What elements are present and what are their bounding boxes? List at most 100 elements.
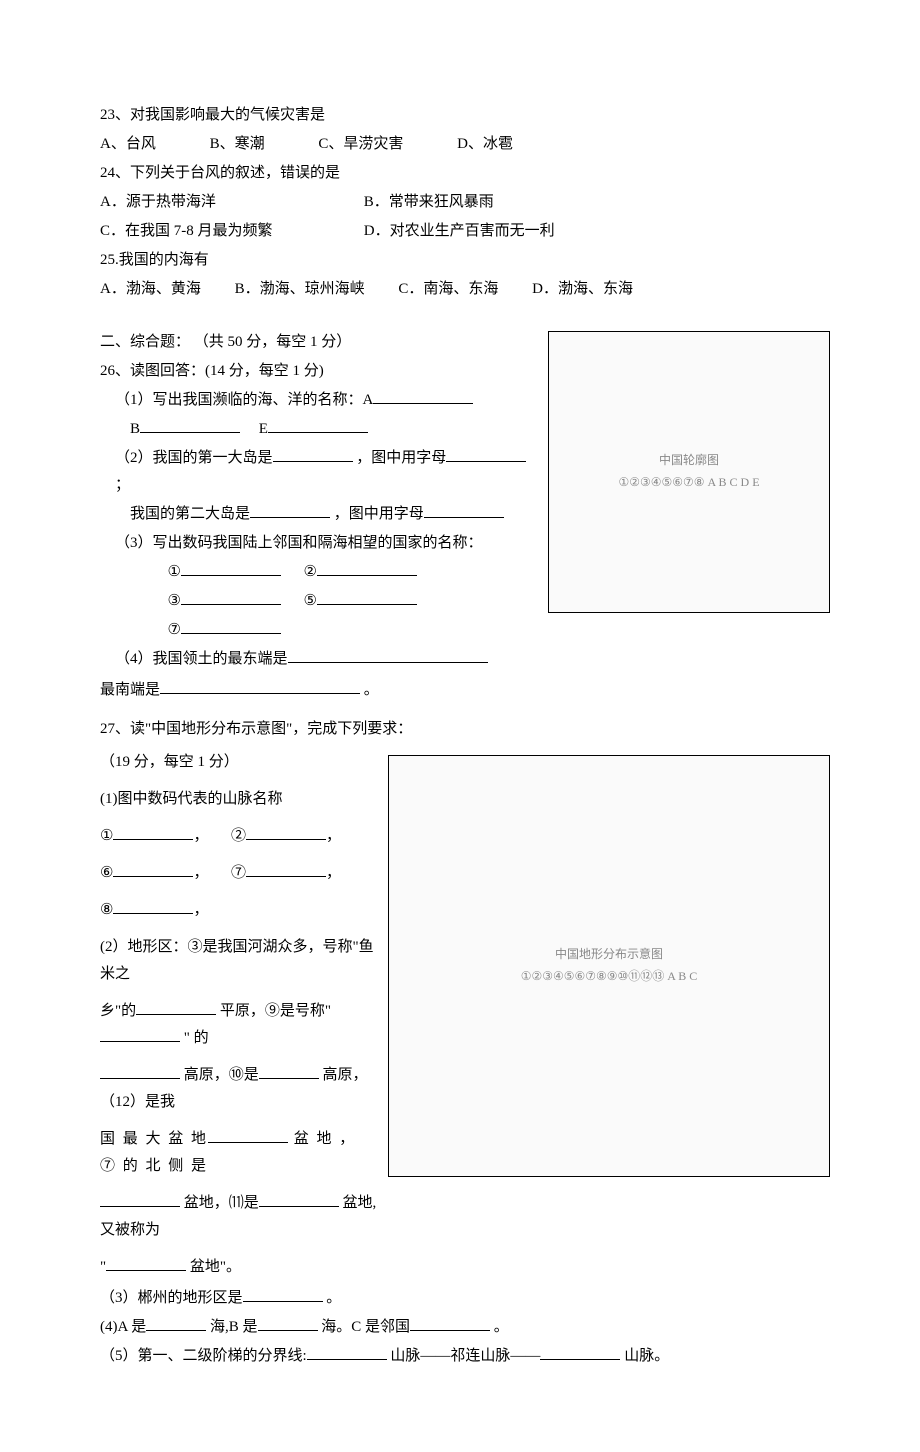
blank[interactable] <box>273 446 353 462</box>
blank[interactable] <box>259 1191 339 1207</box>
q25-opt-d: D．渤海、东海 <box>532 276 633 303</box>
blank[interactable] <box>113 861 193 877</box>
blank[interactable] <box>181 560 281 576</box>
q24-opt-d: D．对农业生产百害而无一利 <box>364 218 555 245</box>
q26-p4a: （4）我国领土的最东端是 <box>115 651 288 667</box>
q26-p1a: （1）写出我国濒临的海、洋的名称：A <box>115 392 373 408</box>
blank[interactable] <box>307 1344 387 1360</box>
q27-p4d: 。 <box>494 1319 509 1335</box>
blank[interactable] <box>246 861 326 877</box>
q27-l8: ⑧ <box>100 902 113 918</box>
q27-l7: ⑦ <box>231 865 246 881</box>
blank[interactable] <box>424 502 504 518</box>
q23-stem: 23、对我国影响最大的气候灾害是 <box>100 102 830 129</box>
q26-p4-line1: （4）我国领土的最东端是 <box>100 646 830 673</box>
q27-p2-l4: 国 最 大 盆 地 盆 地 ， ⑦ 的 北 侧 是 <box>100 1126 380 1180</box>
q27-p5a: （5）第一、二级阶梯的分界线: <box>100 1348 307 1364</box>
q27-p5: （5）第一、二级阶梯的分界线: 山脉——祁连山脉—— 山脉。 <box>100 1343 830 1370</box>
q26-n2: ② <box>303 564 316 580</box>
q27-p2b: 乡"的 <box>100 1003 136 1019</box>
q26-p1c: E <box>259 421 268 437</box>
q23-opt-c: C、旱涝灾害 <box>318 131 403 158</box>
blank[interactable] <box>160 678 360 694</box>
map-china-outline: 中国轮廓图 ①②③④⑤⑥⑦⑧ A B C D E <box>548 331 830 613</box>
q26-p2e: ，图中用字母 <box>334 506 424 522</box>
q26-p2a: （2）我国的第一大岛是 <box>115 450 273 466</box>
q27-p2c: 平原，⑨是号称" <box>220 1003 331 1019</box>
q26-p2d: 我国的第二大岛是 <box>130 506 250 522</box>
q27-lead: 27、读"中国地形分布示意图"，完成下列要求： <box>100 716 830 743</box>
q27-p2e: 高原，⑩是 <box>184 1067 259 1083</box>
q27-score: （19 分，每空 1 分） <box>100 749 380 776</box>
q24-options-row2: C．在我国 7-8 月最为频繁 D．对农业生产百害而无一利 <box>100 218 830 245</box>
q26-p1b: B <box>130 421 140 437</box>
comma: ， <box>193 828 208 844</box>
q24-stem: 24、下列关于台风的叙述，错误的是 <box>100 160 830 187</box>
q27-l1: ① <box>100 828 113 844</box>
blank[interactable] <box>540 1344 620 1360</box>
q26-p4b: 最南端是 <box>100 682 160 698</box>
blank[interactable] <box>181 618 281 634</box>
blank[interactable] <box>106 1255 186 1271</box>
q27-p2-l3: 高原，⑩是 高原，（12）是我 <box>100 1062 380 1116</box>
q27-l6: ⑥ <box>100 865 113 881</box>
blank[interactable] <box>136 999 216 1015</box>
q27-p4b: 海,B 是 <box>210 1319 258 1335</box>
q27-p4: (4)A 是 海,B 是 海。C 是邻国 。 <box>100 1314 830 1341</box>
q25-opt-c: C．南海、东海 <box>398 276 498 303</box>
q27-p1-row2: ⑥ ， ⑦ ， <box>100 860 380 887</box>
blank[interactable] <box>113 898 193 914</box>
comma: ， <box>193 865 208 881</box>
blank[interactable] <box>288 647 488 663</box>
comma: ， <box>326 865 341 881</box>
q27-p2l: 盆地"。 <box>190 1259 241 1275</box>
blank[interactable] <box>259 1063 319 1079</box>
map1-caption: 中国轮廓图 ①②③④⑤⑥⑦⑧ A B C D E <box>618 450 759 493</box>
blank[interactable] <box>243 1286 323 1302</box>
blank[interactable] <box>181 589 281 605</box>
q26-p3-row3: ⑦ <box>100 617 830 644</box>
blank[interactable] <box>140 417 240 433</box>
q24-opt-a: A．源于热带海洋 <box>100 189 360 216</box>
blank[interactable] <box>317 560 417 576</box>
blank[interactable] <box>317 589 417 605</box>
q26-n5: ⑤ <box>303 593 316 609</box>
q26-p2c: ； <box>115 477 130 493</box>
blank[interactable] <box>208 1127 288 1143</box>
blank[interactable] <box>446 446 526 462</box>
blank[interactable] <box>373 388 473 404</box>
q27-p2-l5: 盆地，⑾是 盆地,又被称为 <box>100 1190 380 1244</box>
q24-options-row1: A．源于热带海洋 B．常带来狂风暴雨 <box>100 189 830 216</box>
q27-p5c: 山脉。 <box>624 1348 669 1364</box>
q27-p3a: （3）郴州的地形区是 <box>100 1290 243 1306</box>
blank[interactable] <box>100 1026 180 1042</box>
q26-p2b: ，图中用字母 <box>356 450 446 466</box>
q25-opt-b: B．渤海、琼州海峡 <box>235 276 365 303</box>
q23-opt-d: D、冰雹 <box>457 131 513 158</box>
blank[interactable] <box>250 502 330 518</box>
blank[interactable] <box>146 1315 206 1331</box>
q27-l2: ② <box>231 828 246 844</box>
q27-p1: (1)图中数码代表的山脉名称 <box>100 786 380 813</box>
q27-p2g: 国 最 大 盆 地 <box>100 1131 208 1147</box>
blank[interactable] <box>100 1063 180 1079</box>
q27-p2i: 盆地，⑾是 <box>184 1195 259 1211</box>
q27-p4c: 海。C 是邻国 <box>321 1319 410 1335</box>
blank[interactable] <box>258 1315 318 1331</box>
q26-n3: ③ <box>168 593 181 609</box>
q26-n1: ① <box>168 564 181 580</box>
blank[interactable] <box>410 1315 490 1331</box>
q27-p1-row1: ①， ②， <box>100 823 380 850</box>
q26-n7: ⑦ <box>168 622 181 638</box>
q27-p3: （3）郴州的地形区是 。 <box>100 1285 830 1312</box>
map-china-terrain: 中国地形分布示意图 ①②③④⑤⑥⑦⑧⑨⑩⑪⑫⑬ A B C <box>388 755 830 1177</box>
q24-opt-b: B．常带来狂风暴雨 <box>364 189 494 216</box>
blank[interactable] <box>100 1191 180 1207</box>
blank[interactable] <box>246 824 326 840</box>
blank[interactable] <box>268 417 368 433</box>
q27-p5b: 山脉——祁连山脉—— <box>390 1348 540 1364</box>
q27-p4a: (4)A 是 <box>100 1319 146 1335</box>
q27-p2-l1: (2）地形区：③是我国河湖众多，号称"鱼米之 <box>100 934 380 988</box>
map2-caption: 中国地形分布示意图 ①②③④⑤⑥⑦⑧⑨⑩⑪⑫⑬ A B C <box>521 944 698 987</box>
blank[interactable] <box>113 824 193 840</box>
